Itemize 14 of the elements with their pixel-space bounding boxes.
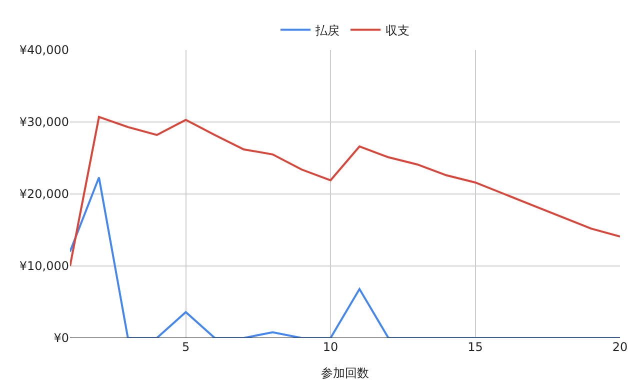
y-tick-label: ¥0	[54, 331, 69, 346]
x-tick-label: 5	[182, 340, 190, 354]
legend-label: 収支	[386, 23, 410, 38]
x-axis-title: 参加回数	[321, 366, 369, 380]
x-tick-label: 20	[612, 340, 628, 354]
legend-label: 払戻	[314, 23, 340, 38]
x-tick-label: 10	[322, 340, 338, 354]
y-tick-label: ¥30,000	[19, 115, 69, 130]
x-tick-label: 15	[468, 340, 483, 354]
y-tick-label: ¥40,000	[19, 43, 69, 58]
line-series	[70, 116, 620, 267]
y-tick-label: ¥20,000	[19, 187, 69, 202]
line-series	[70, 176, 620, 338]
y-tick-label: ¥10,000	[19, 259, 69, 274]
